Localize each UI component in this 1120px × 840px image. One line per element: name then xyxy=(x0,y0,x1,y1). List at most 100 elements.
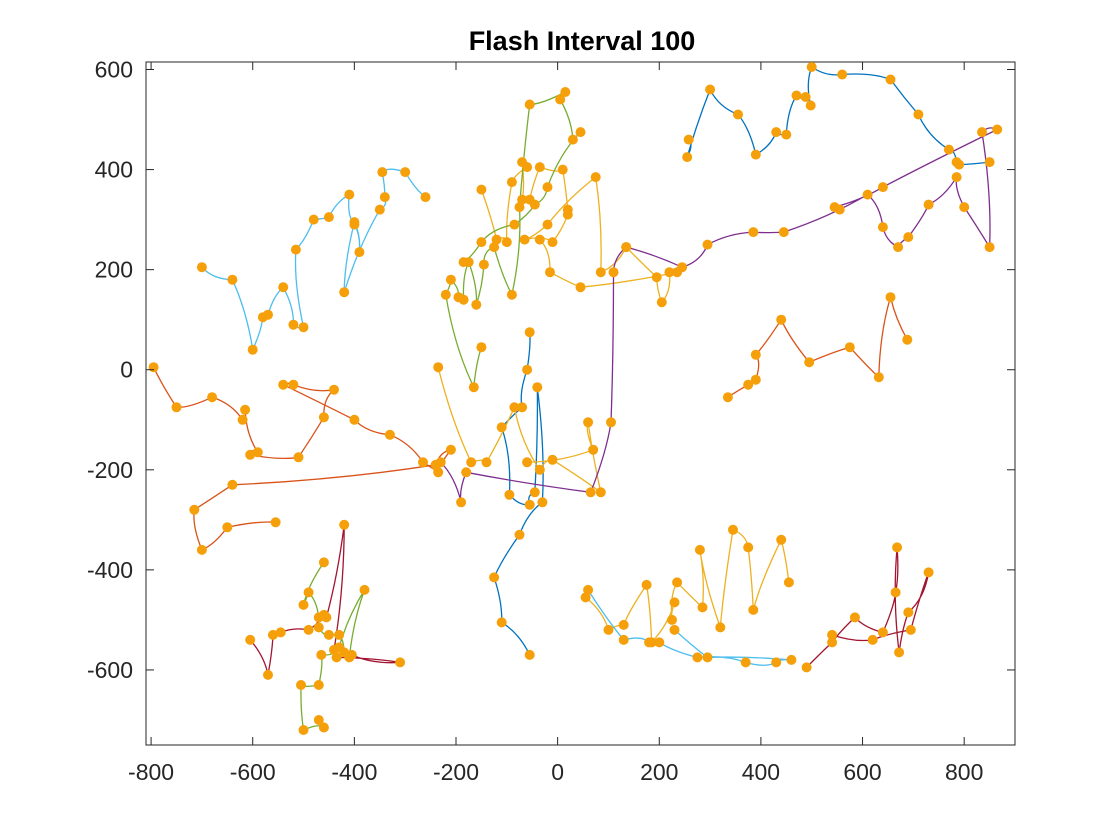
flash-marker xyxy=(547,454,558,465)
flash-marker xyxy=(542,182,553,193)
flash-marker xyxy=(349,217,360,228)
flash-marker xyxy=(877,222,888,233)
flash-marker xyxy=(275,627,286,638)
flash-markers-layer xyxy=(148,62,1003,735)
x-tick-label: 400 xyxy=(742,759,780,785)
x-axis: -800 -600 -400 -200 0 200 400 600 800 xyxy=(128,62,983,785)
flash-marker xyxy=(733,109,743,120)
flash-marker xyxy=(313,680,324,690)
flash-marker xyxy=(288,379,299,390)
flash-marker xyxy=(583,584,594,595)
flash-marker xyxy=(344,189,355,200)
flash-marker xyxy=(313,715,324,725)
flash-marker xyxy=(456,497,467,508)
flash-marker xyxy=(334,629,345,640)
flash-marker xyxy=(395,657,406,668)
flash-marker xyxy=(562,209,573,220)
flash-marker xyxy=(913,109,924,120)
flash-marker xyxy=(892,542,903,553)
flash-marker xyxy=(278,282,289,293)
flash-marker xyxy=(890,587,901,598)
flash-marker xyxy=(316,649,327,660)
flash-marker xyxy=(506,289,517,300)
flash-marker xyxy=(560,87,571,97)
flash-marker xyxy=(728,524,738,535)
flash-marker xyxy=(547,237,558,248)
flash-marker xyxy=(514,529,525,540)
flash-marker xyxy=(776,534,787,545)
flash-marker xyxy=(524,327,535,338)
flash-marker xyxy=(923,567,934,578)
plot-area-frame xyxy=(145,61,1016,746)
flash-marker xyxy=(834,204,845,215)
flash-marker xyxy=(517,194,528,205)
flash-marker xyxy=(529,199,540,210)
flash-marker xyxy=(992,124,1003,135)
flash-marker xyxy=(590,172,601,183)
flash-marker xyxy=(672,577,683,588)
flash-marker xyxy=(750,374,761,385)
trajectory-line-5 xyxy=(437,367,602,493)
flash-marker xyxy=(298,725,309,735)
flash-marker xyxy=(575,282,586,293)
flash-marker xyxy=(877,627,888,638)
x-tick-label: 200 xyxy=(640,759,678,785)
flash-marker xyxy=(557,164,568,175)
flash-marker xyxy=(705,84,716,95)
flash-marker xyxy=(196,262,207,273)
flash-marker xyxy=(804,357,815,368)
flash-marker xyxy=(984,242,995,253)
y-tick-label: -200 xyxy=(87,457,133,483)
flash-marker xyxy=(227,274,238,285)
flash-marker xyxy=(902,334,913,345)
flash-marker xyxy=(296,680,306,690)
flash-marker xyxy=(496,617,507,628)
flash-marker xyxy=(435,457,446,468)
flash-marker xyxy=(237,414,248,425)
flash-marker xyxy=(522,457,533,468)
trajectory-line-10 xyxy=(300,562,366,731)
flash-marker xyxy=(715,622,726,633)
flash-marker xyxy=(252,447,263,458)
flash-marker xyxy=(722,392,733,403)
flash-marker xyxy=(801,662,812,673)
flash-marker xyxy=(506,177,517,188)
flash-marker xyxy=(692,652,703,663)
flash-marker xyxy=(791,90,802,101)
flash-marker xyxy=(290,244,301,255)
flash-marker xyxy=(951,172,962,183)
flash-marker xyxy=(207,392,218,403)
x-tick-label: 800 xyxy=(945,759,983,785)
flash-marker xyxy=(323,212,334,223)
flash-marker xyxy=(522,364,533,375)
flash-marker xyxy=(524,99,535,110)
flash-marker xyxy=(529,487,540,498)
flash-marker xyxy=(862,189,873,200)
flash-marker xyxy=(245,449,256,460)
flash-marker xyxy=(329,644,339,655)
flash-marker xyxy=(171,402,182,413)
y-tick-label: -600 xyxy=(87,657,133,683)
flash-marker xyxy=(318,722,329,733)
flash-marker xyxy=(537,497,548,508)
x-tick-label: -400 xyxy=(331,759,377,785)
flash-marker xyxy=(697,602,708,613)
flash-marker xyxy=(339,519,350,530)
flash-marker xyxy=(608,267,619,278)
flash-marker xyxy=(893,242,904,253)
flash-marker xyxy=(585,487,596,498)
flash-marker xyxy=(694,544,705,555)
flash-marker xyxy=(468,382,479,393)
flash-marker xyxy=(270,517,281,528)
flash-marker xyxy=(509,219,520,230)
y-tick-label: 400 xyxy=(95,157,133,183)
flash-marker xyxy=(458,257,469,268)
flash-marker xyxy=(359,584,370,595)
flash-marker xyxy=(476,184,487,195)
flash-marker xyxy=(189,504,200,515)
flash-marker xyxy=(618,634,629,645)
chart-title: Flash Interval 100 xyxy=(469,26,696,56)
flash-marker xyxy=(644,637,655,648)
flash-marker xyxy=(349,414,360,425)
trajectory-line-7 xyxy=(585,529,790,644)
